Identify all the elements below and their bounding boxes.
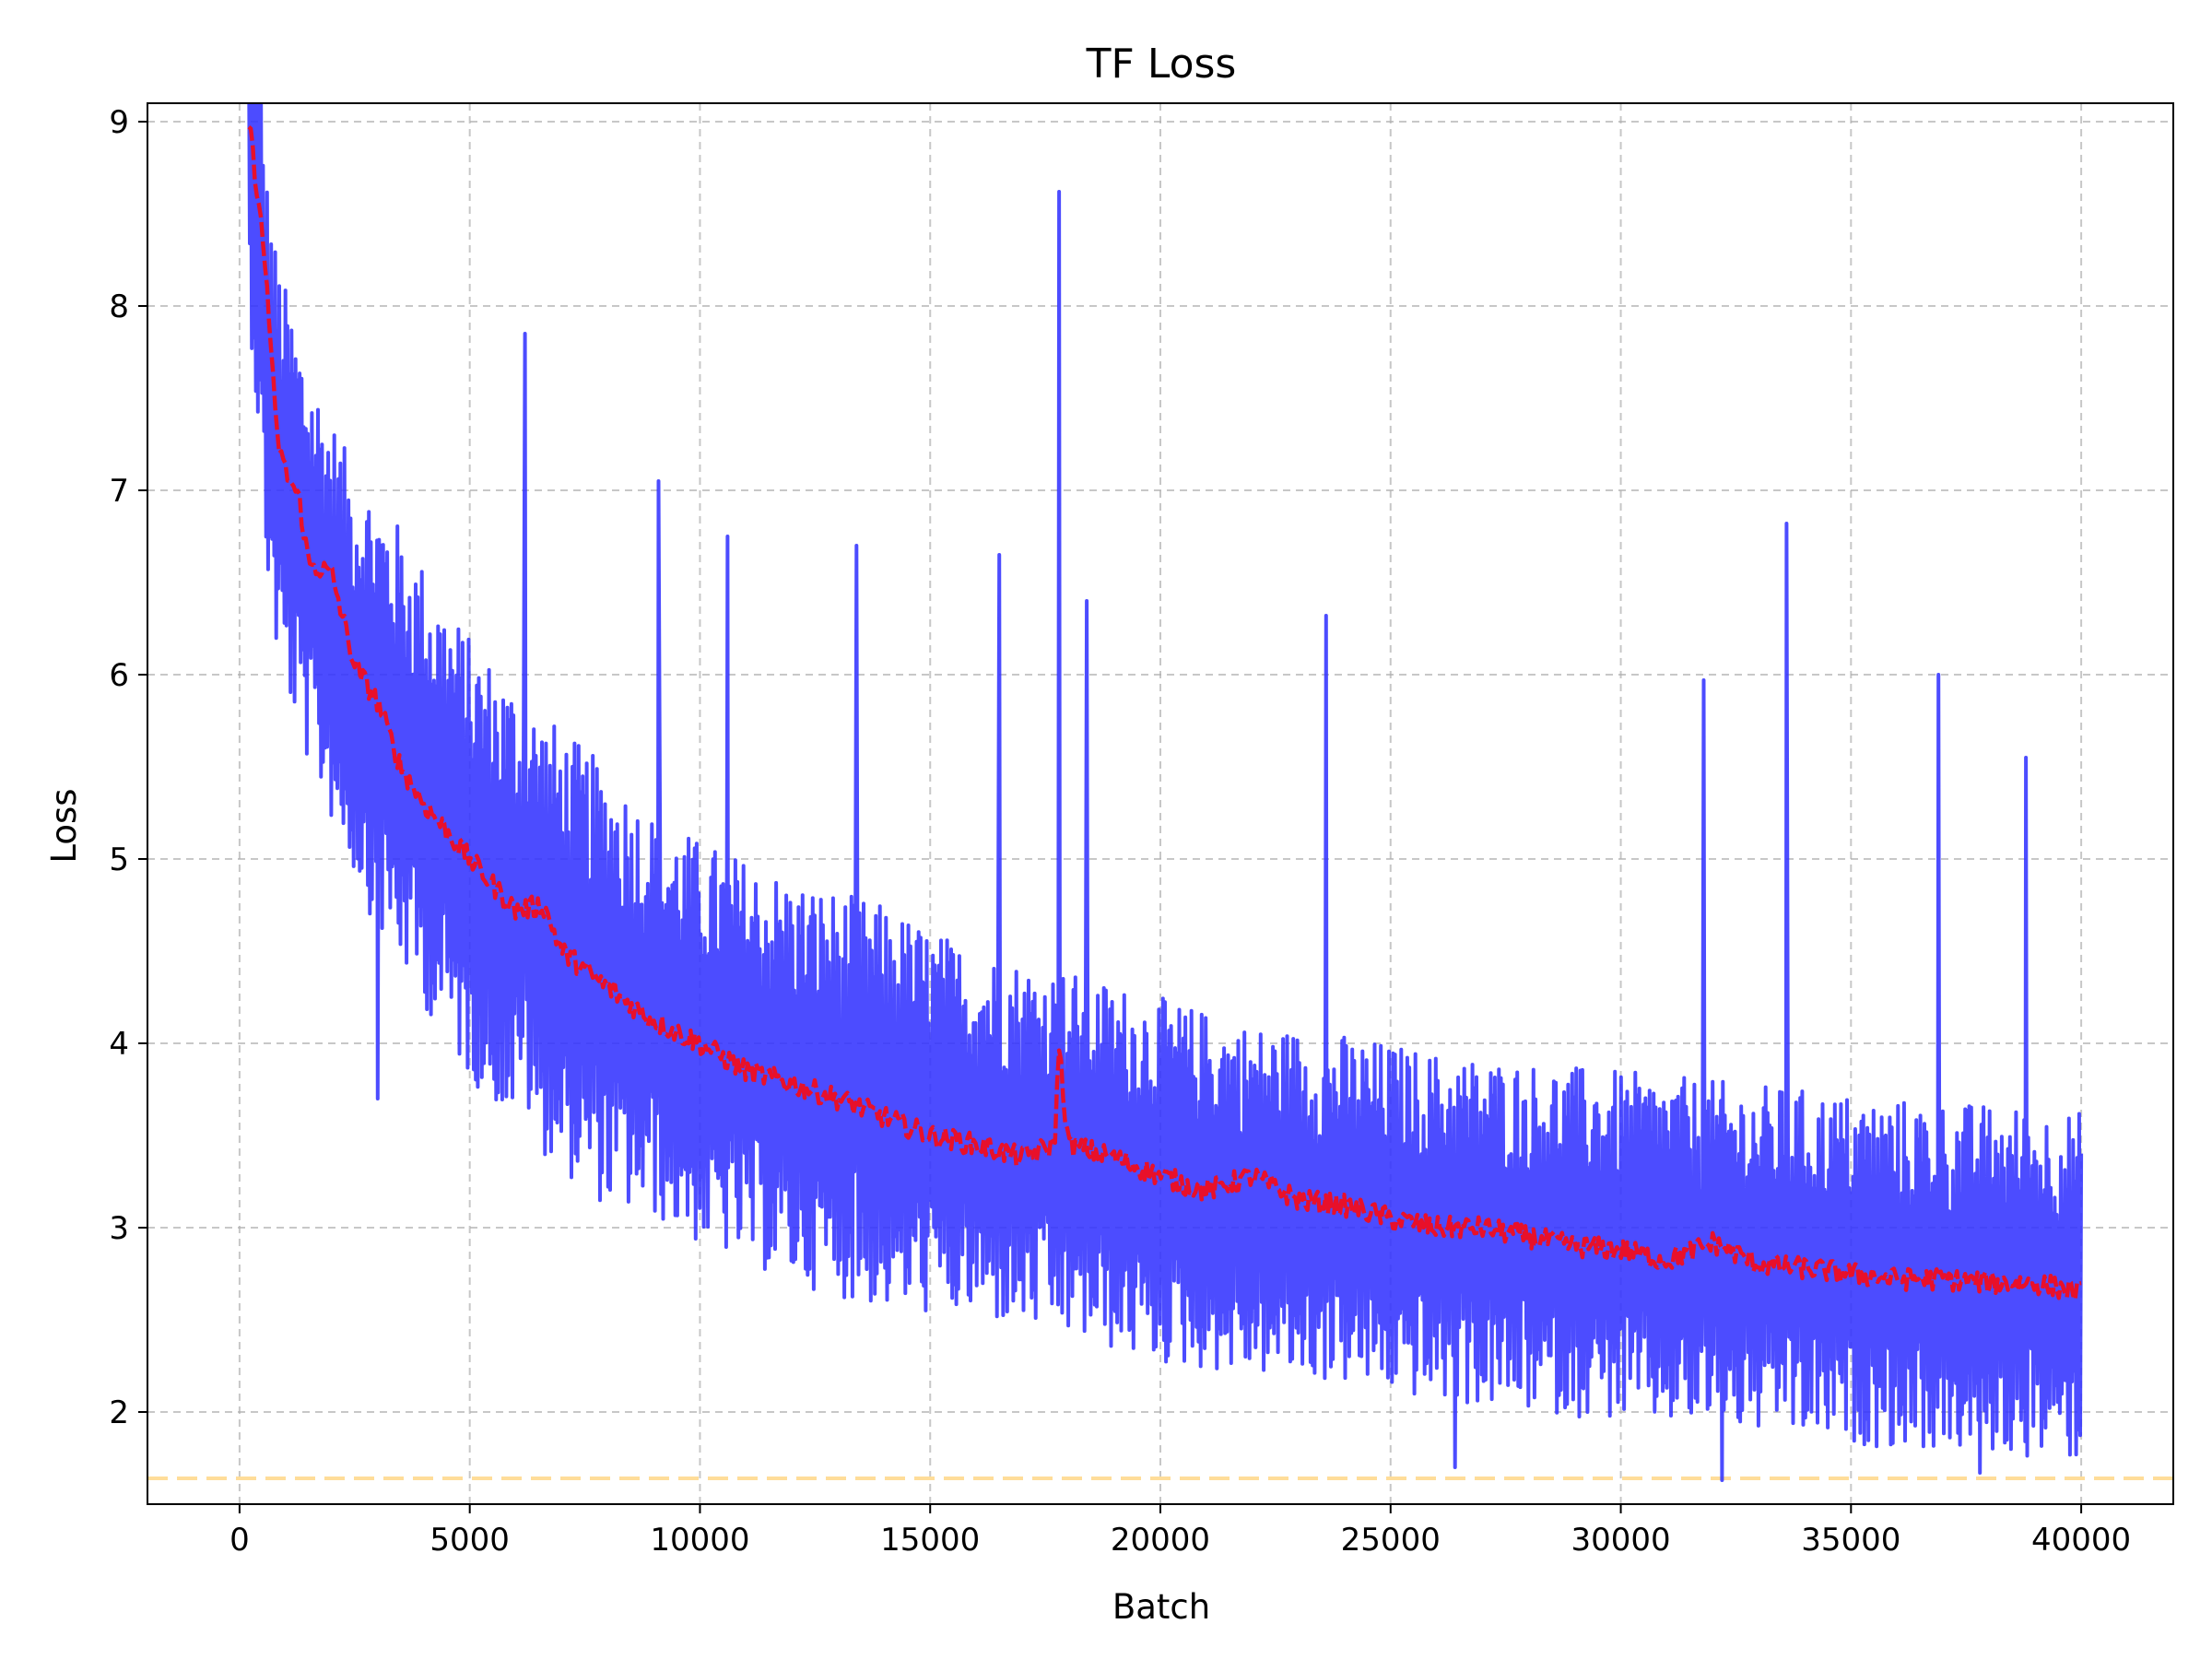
y-tick-label: 3 <box>109 1210 129 1247</box>
y-tick-label: 6 <box>109 657 129 694</box>
x-tick-label: 20000 <box>1111 1522 1210 1559</box>
y-tick-label: 8 <box>109 288 129 325</box>
x-tick-label: 35000 <box>1801 1522 1900 1559</box>
chart-title: TF Loss <box>1086 41 1237 88</box>
y-tick-label: 7 <box>109 473 129 510</box>
x-tick-label: 30000 <box>1571 1522 1670 1559</box>
y-tick-label: 9 <box>109 104 129 141</box>
x-tick-label: 0 <box>229 1522 250 1559</box>
y-tick-label: 4 <box>109 1026 129 1063</box>
x-axis-label: Batch <box>1112 1587 1210 1627</box>
x-tick-label: 5000 <box>429 1522 510 1559</box>
smoothed-loss-layer <box>247 125 2082 1302</box>
y-tick-label: 2 <box>109 1394 129 1431</box>
y-tick-label: 5 <box>109 841 129 878</box>
x-tick-label: 25000 <box>1341 1522 1441 1559</box>
y-axis-label: Loss <box>44 788 84 863</box>
x-tick-label: 15000 <box>880 1522 980 1559</box>
ticks: 0 5000 10000 15000 20000 25000 30000 35000 40000… <box>109 104 2131 1559</box>
x-tick-label: 40000 <box>2031 1522 2131 1559</box>
smoothed-loss-line <box>247 125 2082 1302</box>
x-tick-label: 10000 <box>650 1522 749 1559</box>
